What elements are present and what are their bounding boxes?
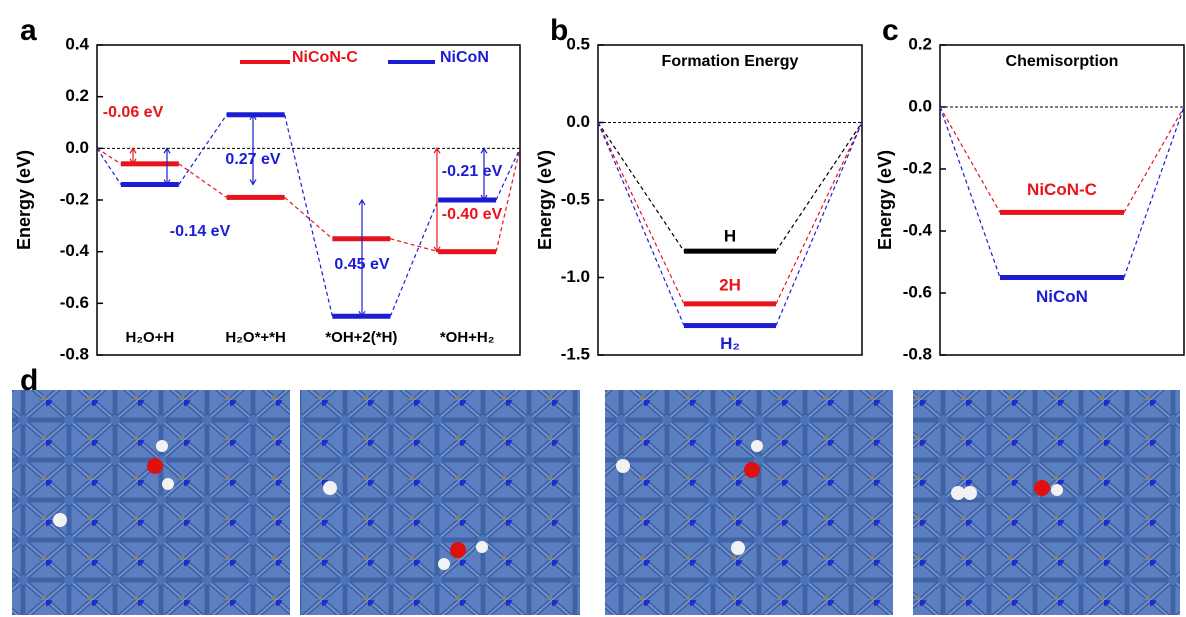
y-tick-label: -0.8 [903, 344, 932, 363]
y-axis-title: Energy (eV) [14, 150, 34, 250]
y-tick-label: 0.2 [65, 86, 89, 105]
connector [598, 123, 684, 326]
structure-image [12, 390, 290, 615]
plot-frame [598, 45, 862, 355]
energy-level [684, 301, 776, 306]
level-label: H [724, 227, 736, 246]
connector [598, 123, 684, 252]
annotation: 0.27 eV [225, 151, 280, 168]
connector [940, 107, 1000, 278]
x-tick-label: H₂O*+*H [225, 329, 285, 346]
x-tick-label: *OH+2(*H) [325, 329, 397, 346]
connector [390, 200, 438, 316]
plot-frame [940, 45, 1184, 355]
y-tick-label: -1.5 [561, 344, 590, 363]
connector [940, 107, 1000, 212]
x-tick-label: H₂O+H [125, 329, 174, 346]
connector [390, 239, 438, 252]
panel-label: c [882, 14, 899, 47]
level-label: NiCoN-C [1027, 180, 1097, 199]
y-tick-label: -0.4 [903, 220, 933, 239]
annotation: -0.14 eV [170, 223, 231, 240]
annotation: -0.40 eV [442, 206, 503, 223]
legend-label: NiCoN [440, 49, 489, 66]
energy-level [438, 198, 496, 203]
connector [598, 123, 684, 304]
y-tick-label: -0.2 [60, 189, 89, 208]
y-tick-label: 0.0 [65, 138, 89, 157]
y-tick-label: -0.5 [561, 189, 590, 208]
chart-title: Chemisorption [1006, 53, 1119, 70]
connector [179, 164, 227, 198]
energy-level [684, 249, 776, 254]
y-tick-label: 0.4 [65, 34, 89, 53]
y-tick-label: 0.2 [908, 34, 932, 53]
energy-level [684, 323, 776, 328]
panel-label: d [20, 364, 38, 397]
chart-title: Formation Energy [662, 53, 799, 70]
y-tick-label: -0.6 [60, 293, 89, 312]
y-tick-label: -0.6 [903, 282, 932, 301]
level-label: NiCoN [1036, 287, 1088, 306]
connector [1124, 107, 1184, 278]
y-tick-label: 0.0 [566, 112, 590, 131]
connector [97, 148, 121, 164]
energy-level [438, 249, 496, 254]
y-tick-label: 0.0 [908, 96, 932, 115]
x-tick-label: *OH+H₂ [440, 329, 495, 346]
structure-image [913, 390, 1180, 615]
connector [179, 115, 227, 185]
connector [285, 115, 333, 317]
panel-label: a [20, 14, 37, 47]
structure-images [12, 390, 1180, 615]
annotation: -0.21 eV [442, 163, 503, 180]
y-tick-label: -0.2 [903, 158, 932, 177]
structure-image [605, 390, 893, 615]
y-tick-label: -1.0 [561, 267, 590, 286]
connector [1124, 107, 1184, 212]
level-label: 2H [719, 275, 741, 294]
legend-label: NiCoN-C [292, 49, 358, 66]
energy-level [332, 236, 390, 241]
connector [776, 123, 862, 304]
energy-level [121, 182, 179, 187]
structure-image [300, 390, 580, 615]
energy-level [1000, 275, 1124, 280]
energy-level [227, 112, 285, 117]
energy-level [121, 161, 179, 166]
level-label: H₂ [720, 334, 740, 353]
y-tick-label: -0.4 [60, 241, 90, 260]
annotation: -0.06 eV [103, 104, 164, 121]
y-tick-label: 0.5 [566, 34, 590, 53]
connector [776, 123, 862, 252]
connector [776, 123, 862, 326]
y-tick-label: -0.8 [60, 344, 89, 363]
y-axis-title: Energy (eV) [535, 150, 555, 250]
annotation: 0.45 eV [334, 256, 389, 273]
y-axis-title: Energy (eV) [875, 150, 895, 250]
figure: abcd0.40.20.0-0.2-0.4-0.6-0.8Energy (eV)… [0, 0, 1186, 617]
energy-level [227, 195, 285, 200]
energy-level [1000, 210, 1124, 215]
connector [97, 148, 121, 184]
